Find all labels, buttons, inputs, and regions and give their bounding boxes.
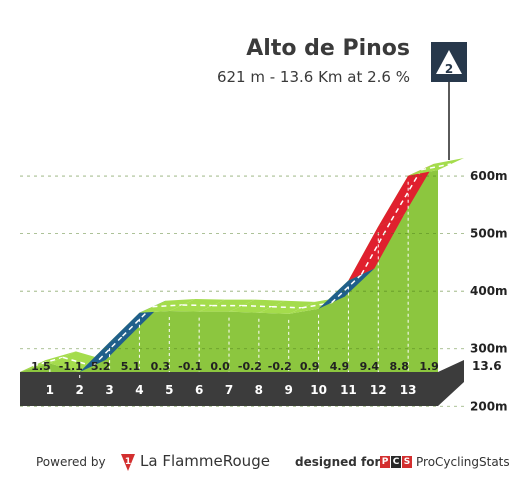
gradient-label: 9.4 <box>360 360 380 373</box>
category-badge: 2 <box>431 42 467 82</box>
profile-area <box>20 170 438 372</box>
profile-road-line <box>360 220 392 275</box>
gradient-label: 8.8 <box>389 360 409 373</box>
profile-road-line <box>331 273 362 304</box>
altitude-tick-label: 500m <box>470 227 508 241</box>
profile-base-band <box>20 360 464 406</box>
profile-top-segment <box>49 351 106 372</box>
altitude-tick-label: 200m <box>470 399 508 413</box>
profile-top-segment <box>139 298 196 313</box>
gradient-label: -0.2 <box>268 360 292 373</box>
pcs-logo-letter-s: S <box>402 456 412 468</box>
profile-road-line <box>92 335 124 367</box>
profile-road-line <box>271 305 302 309</box>
profile-top-segment <box>258 300 315 314</box>
svg-text:1: 1 <box>125 457 131 467</box>
gradient-label: 5.1 <box>121 360 141 373</box>
gradient-label: 5.2 <box>91 360 111 373</box>
gradient-label: 1.9 <box>419 360 439 373</box>
pcs-logo-letter-p: P <box>380 456 390 468</box>
profile-top-segment <box>20 351 76 372</box>
altitude-tick-label: 400m <box>470 284 508 298</box>
km-marker-label: 10 <box>310 383 327 397</box>
km-marker-label: 13 <box>400 383 417 397</box>
altitude-tick-label: 600m <box>470 169 508 183</box>
km-marker-label: 7 <box>225 383 233 397</box>
profile-top-segment <box>229 299 285 313</box>
km-marker-label: 1 <box>46 383 54 397</box>
gradient-label: 0.9 <box>300 360 320 373</box>
total-distance-label: 13.6 <box>472 359 502 373</box>
climb-subtitle: 621 m - 13.6 Km at 2.6 % <box>216 68 410 86</box>
km-marker-label: 4 <box>135 383 143 397</box>
km-marker-label: 3 <box>105 383 113 397</box>
gradient-label: 1.5 <box>31 360 51 373</box>
km-marker-label: 5 <box>165 383 173 397</box>
climb-title: Alto de Pinos <box>246 36 410 61</box>
gradient-label: -0.2 <box>238 360 262 373</box>
procyclingstats-logo-icon: P C S <box>380 456 412 468</box>
gradient-label: 0.0 <box>210 360 230 373</box>
profile-road-line <box>122 306 153 337</box>
km-marker-label: 8 <box>255 383 263 397</box>
gradient-label: -0.1 <box>178 360 202 373</box>
powered-by-label: Powered by <box>36 455 106 469</box>
profile-road-line <box>152 304 183 308</box>
profile-top-segment <box>199 299 255 312</box>
la-flamme-rouge-flag-icon: 1 <box>121 454 135 471</box>
altitude-tick-label: 300m <box>470 342 508 356</box>
gradient-label: -1.1 <box>59 360 83 373</box>
km-marker-label: 9 <box>285 383 293 397</box>
profile-top-segment <box>169 298 226 312</box>
gradient-label: 4.9 <box>330 360 350 373</box>
profile-road-line <box>390 169 422 221</box>
procyclingstats-brand: ProCyclingStats <box>416 455 510 469</box>
km-marker-label: 12 <box>370 383 387 397</box>
mountain-icon <box>436 50 462 74</box>
gradient-label: 0.3 <box>151 360 171 373</box>
km-marker-label: 2 <box>76 383 84 397</box>
profile-top-segment <box>408 158 464 176</box>
profile-road-line <box>241 304 272 308</box>
profile-road-line <box>182 304 213 307</box>
km-marker-label: 11 <box>340 383 357 397</box>
km-marker-label: 6 <box>195 383 203 397</box>
la-flamme-rouge-brand: La FlammeRouge <box>140 452 270 470</box>
designed-for-label: designed for <box>295 455 381 469</box>
category-number: 2 <box>444 62 454 76</box>
pcs-logo-letter-c: C <box>391 456 401 468</box>
